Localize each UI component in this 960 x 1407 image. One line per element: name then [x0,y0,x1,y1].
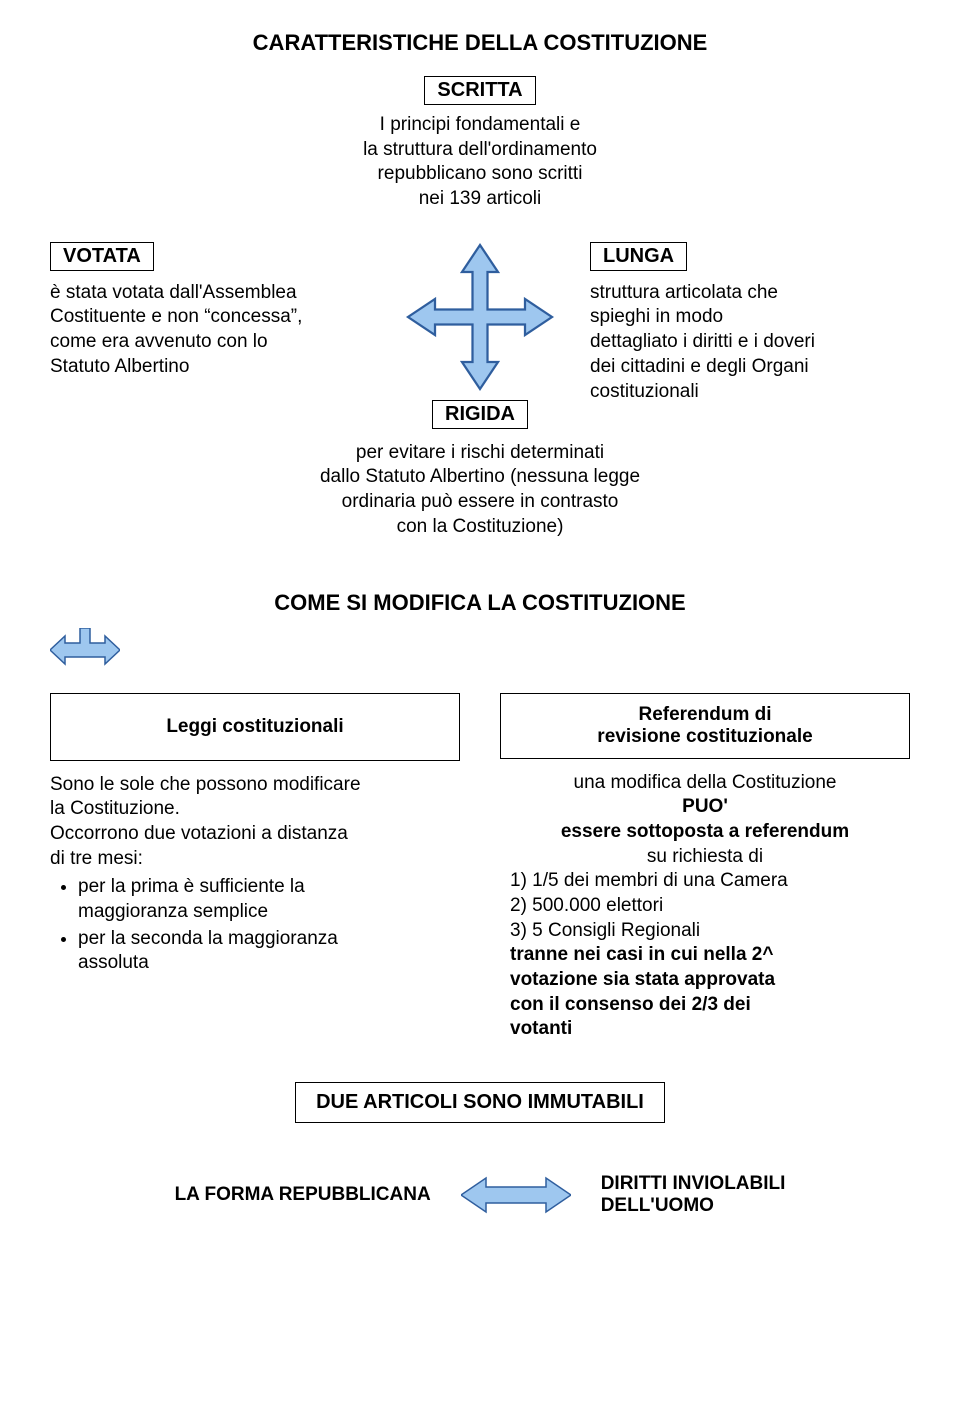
ref-l4: su richiesta di [647,846,763,867]
leggi-l2: la Costituzione. [50,798,180,819]
leggi-b1b: maggioranza semplice [78,901,268,922]
rigida-l1: per evitare i rischi determinati [356,442,604,463]
ref-l3: essere sottoposta a referendum [561,821,849,842]
scritta-line4: nei 139 articoli [419,188,542,209]
votata-col: VOTATA è stata votata dall'Assemblea Cos… [50,242,370,380]
ref-box-l2: revisione costituzionale [597,726,812,747]
referendum-col: Referendum di revisione costituzionale u… [500,693,910,1043]
rigida-box: RIGIDA [432,400,528,429]
leggi-bullet2: per la seconda la maggioranza assoluta [78,927,460,976]
double-arrow-icon [461,1175,571,1215]
votata-desc: è stata votata dall'Assemblea Costituent… [50,281,370,380]
ref-t1: tranne nei casi in cui nella 2^ [510,944,773,965]
bottom-right: DIRITTI INVIOLABILI DELL'UOMO [601,1173,786,1217]
rigida-box-wrap: RIGIDA [370,400,590,429]
votata-l3: come era avvenuto con lo [50,331,268,352]
leggi-b2a: per la seconda la maggioranza [78,928,338,949]
leggi-box: Leggi costituzionali [50,693,460,761]
immut-wrap: DUE ARTICOLI SONO IMMUTABILI [50,1042,910,1123]
cross-arrow-col: RIGIDA [370,242,590,429]
lunga-l4: dei cittadini e degli Organi [590,356,809,377]
leggi-bullets: per la prima è sufficiente la maggioranz… [78,875,460,976]
ref-l1: una modifica della Costituzione [574,772,837,793]
scritta-line2: la struttura dell'ordinamento [363,139,597,160]
bottom-left: LA FORMA REPUBBLICANA [175,1184,431,1206]
lunga-l3: dettagliato i diritti e i doveri [590,331,815,352]
lunga-box: LUNGA [590,242,687,271]
main-title: CARATTERISTICHE DELLA COSTITUZIONE [50,30,910,56]
ref-i2: 2) 500.000 elettori [510,895,663,916]
referendum-items: 1) 1/5 dei membri di una Camera 2) 500.0… [510,869,910,1042]
ref-t4: votanti [510,1018,572,1039]
bottom-row: LA FORMA REPUBBLICANA DIRITTI INVIOLABIL… [50,1173,910,1217]
scritta-line1: I principi fondamentali e [380,114,581,135]
ref-i3: 3) 5 Consigli Regionali [510,920,700,941]
votata-box: VOTATA [50,242,154,271]
ref-box-l1: Referendum di [638,704,771,725]
four-way-arrow-icon [405,242,555,392]
leggi-l4: di tre mesi: [50,848,143,869]
lunga-desc: struttura articolata che spieghi in modo… [590,281,910,404]
leggi-col: Leggi costituzionali Sono le sole che po… [50,693,460,1043]
votata-l4: Statuto Albertino [50,356,189,377]
two-col: Leggi costituzionali Sono le sole che po… [50,693,910,1043]
lunga-l2: spieghi in modo [590,306,723,327]
lunga-col: LUNGA struttura articolata che spieghi i… [590,242,910,404]
rigida-l4: con la Costituzione) [397,516,564,537]
cross-section: VOTATA è stata votata dall'Assemblea Cos… [50,242,910,429]
rigida-l2: dallo Statuto Albertino (nessuna legge [320,466,640,487]
lunga-l5: costituzionali [590,381,699,402]
leggi-b2b: assoluta [78,952,149,973]
leggi-b1a: per la prima è sufficiente la [78,876,305,897]
split-arrow-wrap [50,628,910,673]
rigida-desc: per evitare i rischi determinati dallo S… [50,441,910,540]
ref-t2: votazione sia stata approvata [510,969,775,990]
scritta-box: SCRITTA [424,76,535,105]
ref-i1: 1) 1/5 dei membri di una Camera [510,870,788,891]
leggi-body: Sono le sole che possono modificare la C… [50,773,460,977]
referendum-body-top: una modifica della Costituzione PUO' ess… [500,771,910,870]
immut-box: DUE ARTICOLI SONO IMMUTABILI [295,1082,665,1123]
subtitle: COME SI MODIFICA LA COSTITUZIONE [50,590,910,616]
leggi-l1: Sono le sole che possono modificare [50,774,361,795]
votata-l2: Costituente e non “concessa”, [50,306,302,327]
bottom-r1: DIRITTI INVIOLABILI [601,1173,786,1194]
scritta-box-wrap: SCRITTA [50,76,910,105]
bottom-r2: DELL'UOMO [601,1195,714,1216]
leggi-l3: Occorrono due votazioni a distanza [50,823,348,844]
lunga-l1: struttura articolata che [590,282,778,303]
votata-l1: è stata votata dall'Assemblea [50,282,297,303]
scritta-line3: repubblicano sono scritti [378,163,583,184]
referendum-box: Referendum di revisione costituzionale [500,693,910,759]
ref-t3: con il consenso dei 2/3 dei [510,994,751,1015]
split-down-arrow-icon [50,628,120,673]
ref-l2: PUO' [682,796,728,817]
leggi-bullet1: per la prima è sufficiente la maggioranz… [78,875,460,924]
scritta-desc: I principi fondamentali e la struttura d… [50,113,910,212]
rigida-l3: ordinaria può essere in contrasto [342,491,619,512]
